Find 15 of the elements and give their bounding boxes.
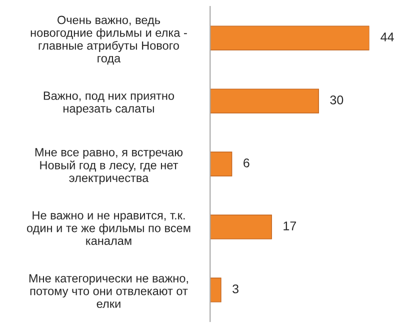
bar [210, 26, 370, 50]
y-tick-label: Мне все равно, я встречаю Новый год в лесу, где нет электричества [35, 148, 183, 184]
bar [210, 152, 232, 176]
y-tick-label: Мне категорически не важно, потому что они отвлекают от елки [29, 274, 188, 308]
bar [210, 88, 319, 114]
data-label: 44 [380, 32, 394, 42]
y-tick-label: Не важно и не нравится, т.к. один и те же фильмы по всем каналам [26, 211, 190, 245]
y-tick-label: Важно, под них приятно нарезать салаты [44, 92, 174, 115]
data-label: 30 [330, 96, 344, 104]
bar [210, 214, 272, 240]
data-label: 17 [284, 222, 296, 230]
y-tick-label: Очень важно, ведь новогодние фильмы и елка - главные атрибуты Нового года [30, 16, 187, 65]
data-label: 3 [232, 284, 238, 294]
data-label: 6 [244, 158, 250, 168]
bar [210, 278, 222, 302]
